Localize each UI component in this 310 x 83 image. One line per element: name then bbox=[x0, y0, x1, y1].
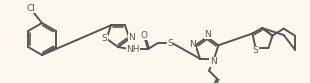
Text: S: S bbox=[102, 34, 108, 43]
Text: S: S bbox=[167, 39, 173, 47]
Text: O: O bbox=[140, 30, 148, 40]
Text: N: N bbox=[205, 29, 211, 39]
Text: N: N bbox=[189, 40, 196, 49]
Text: NH: NH bbox=[126, 44, 140, 54]
Text: Cl: Cl bbox=[27, 3, 35, 13]
Text: S: S bbox=[253, 46, 259, 55]
Text: N: N bbox=[210, 57, 216, 66]
Text: N: N bbox=[128, 33, 135, 42]
